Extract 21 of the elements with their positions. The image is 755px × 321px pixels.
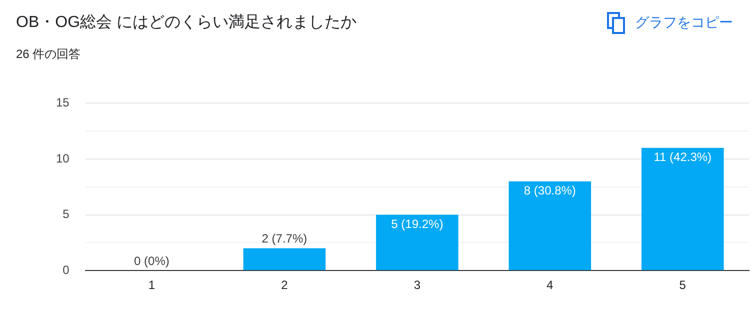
bar bbox=[376, 214, 458, 270]
text: グラフをコピー bbox=[635, 14, 733, 32]
data-label: 5 (19.2%) bbox=[391, 217, 444, 232]
y-tick-label: 5 bbox=[62, 207, 70, 222]
x-tick-label: 5 bbox=[679, 278, 686, 292]
bar bbox=[641, 148, 724, 270]
x-tick-label: 2 bbox=[281, 278, 288, 292]
y-tick-label: 15 bbox=[56, 96, 70, 110]
y-tick-label: 0 bbox=[62, 262, 70, 277]
x-tick-label: 4 bbox=[546, 278, 554, 292]
x-tick-label: 1 bbox=[148, 278, 156, 292]
chart-subtitle: 26 件の回答 bbox=[16, 46, 81, 63]
data-label: 11 (42.3%) bbox=[654, 150, 712, 164]
data-label: 0 (0%) bbox=[134, 254, 170, 268]
bar bbox=[243, 248, 326, 270]
y-tick-label: 10 bbox=[56, 151, 70, 166]
data-label: 8 (30.8%) bbox=[524, 184, 576, 198]
bar bbox=[508, 181, 592, 270]
data-label: 2 (7.7%) bbox=[262, 232, 308, 246]
chart-title: OB・OG総会 にはどのくらい満足されましたか bbox=[16, 12, 356, 33]
x-tick-label: 3 bbox=[414, 278, 421, 292]
